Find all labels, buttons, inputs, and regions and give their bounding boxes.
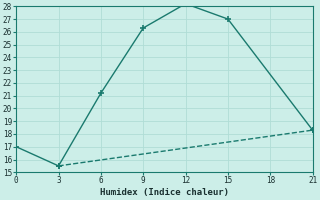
X-axis label: Humidex (Indice chaleur): Humidex (Indice chaleur) xyxy=(100,188,229,197)
